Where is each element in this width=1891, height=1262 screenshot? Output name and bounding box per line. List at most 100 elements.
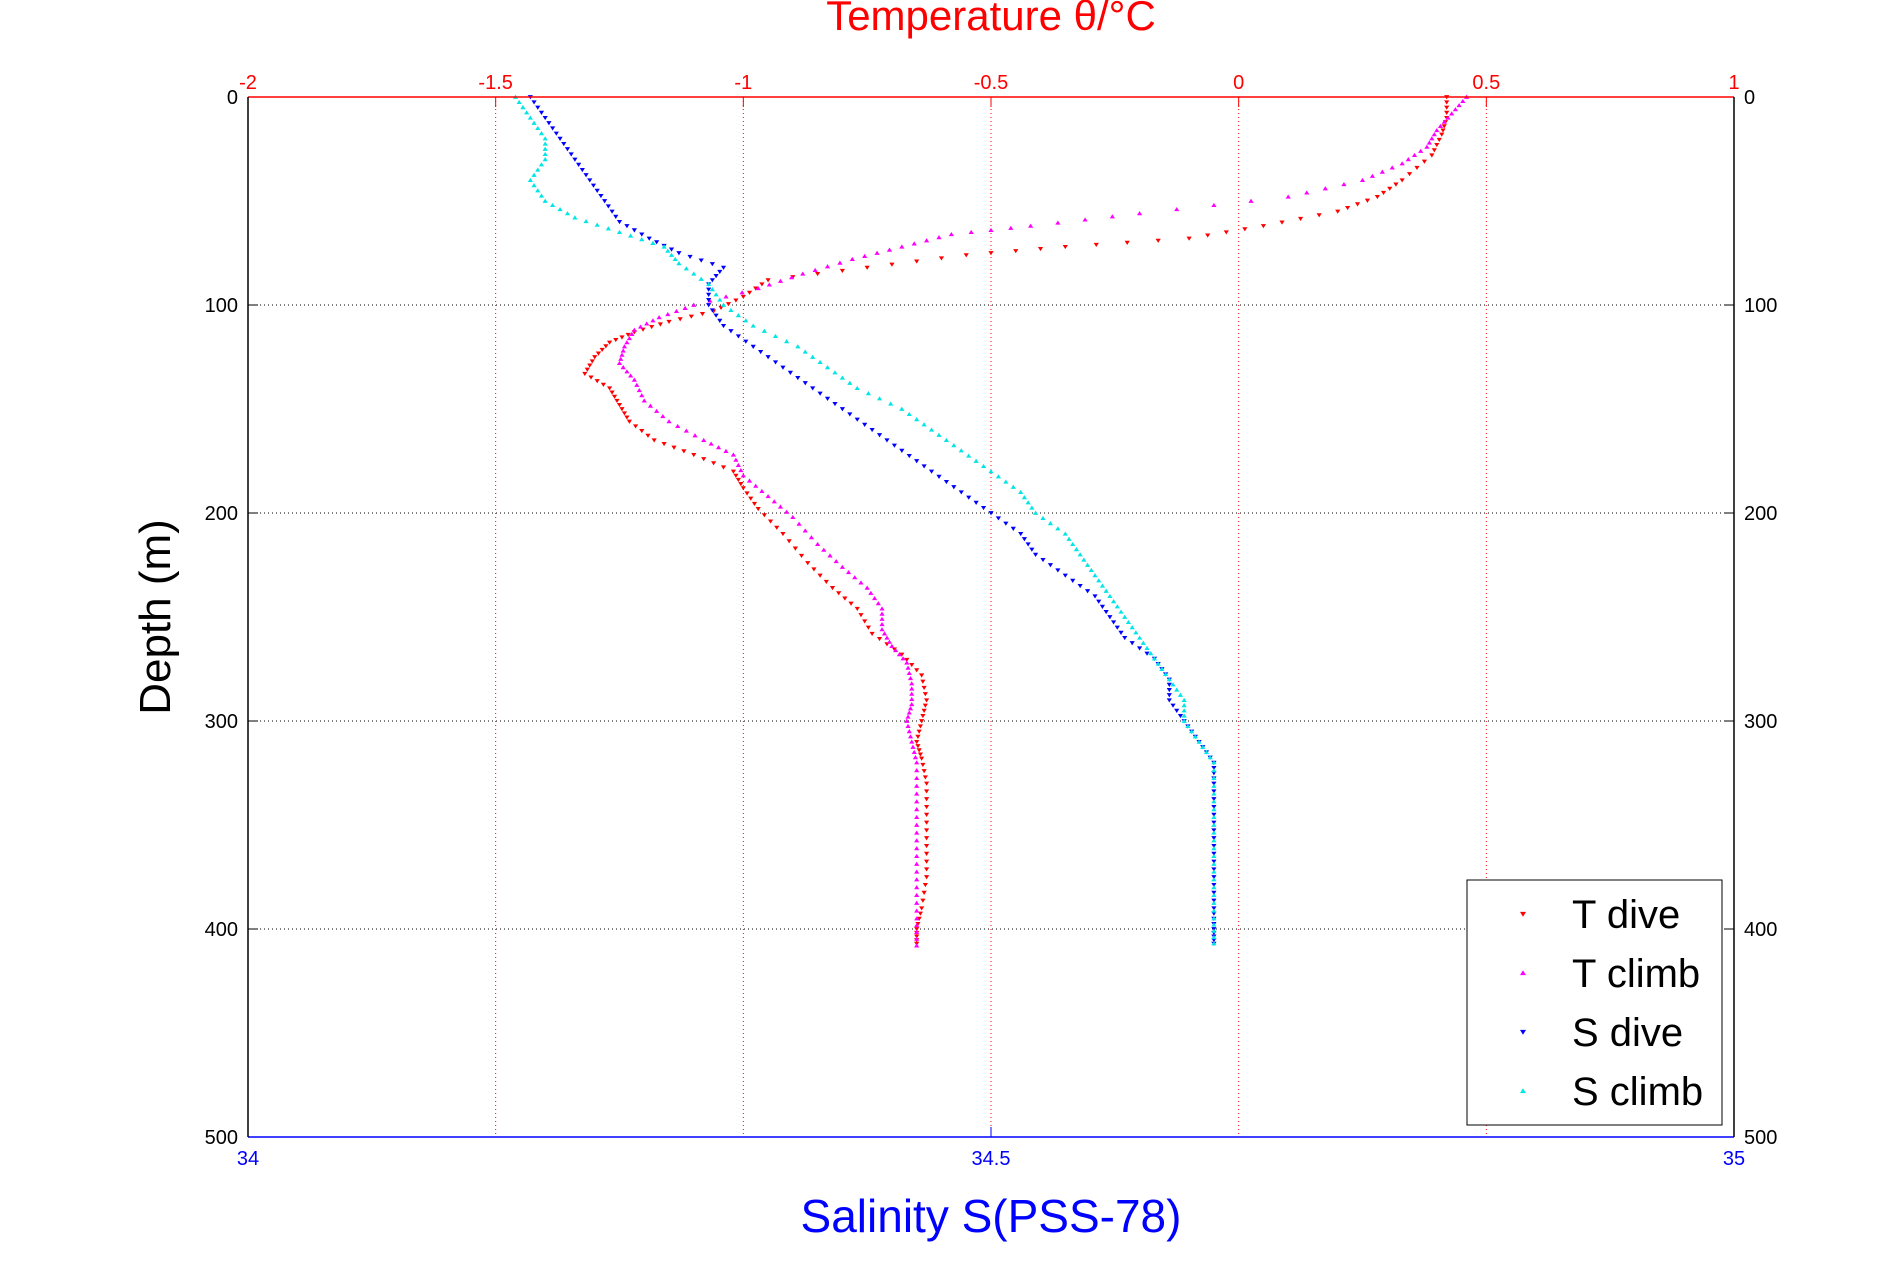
data-point — [1124, 240, 1130, 245]
data-point — [634, 382, 640, 387]
data-point — [650, 240, 656, 245]
data-point — [1211, 934, 1217, 940]
data-point — [1181, 697, 1187, 703]
data-point — [1441, 124, 1447, 129]
data-point — [879, 606, 885, 611]
data-point — [1211, 814, 1217, 820]
data-point — [1379, 169, 1385, 174]
left-tick-label: 300 — [205, 711, 238, 733]
data-point — [651, 438, 657, 443]
data-point — [619, 352, 625, 357]
data-point — [1140, 640, 1146, 645]
data-series — [512, 94, 1470, 948]
data-point — [786, 539, 792, 544]
data-point — [1203, 749, 1210, 755]
data-point — [917, 752, 924, 757]
data-point — [1444, 105, 1450, 110]
data-point — [888, 401, 894, 406]
data-point — [733, 457, 739, 462]
data-point — [817, 391, 823, 396]
data-point — [936, 474, 942, 479]
data-point — [924, 698, 930, 703]
data-point — [632, 424, 639, 429]
data-point — [922, 703, 928, 708]
data-point — [1211, 807, 1217, 812]
data-point — [896, 652, 902, 657]
data-point — [744, 491, 750, 496]
data-point — [966, 495, 972, 500]
data-point — [661, 442, 667, 447]
plot-frame — [247, 96, 1735, 1138]
data-point — [713, 292, 719, 297]
data-point — [1110, 599, 1117, 604]
data-point — [858, 613, 864, 618]
data-point — [723, 448, 729, 453]
bottom-tick-label: 34 — [237, 1148, 259, 1170]
data-point — [1460, 98, 1466, 103]
data-point — [924, 836, 930, 841]
data-point — [958, 448, 964, 453]
data-point — [1037, 247, 1044, 252]
data-point — [1399, 161, 1405, 166]
data-point — [1185, 723, 1191, 729]
data-point — [1096, 578, 1102, 583]
data-point — [780, 531, 786, 537]
data-point — [621, 344, 628, 349]
data-point — [624, 340, 630, 345]
data-point — [924, 804, 930, 810]
data-point — [1025, 500, 1031, 505]
data-point — [777, 504, 784, 509]
data-point — [639, 429, 645, 434]
data-point — [907, 706, 914, 711]
data-point — [1144, 645, 1150, 651]
data-point — [875, 601, 881, 606]
right-tick-label: 300 — [1744, 711, 1777, 733]
data-point — [1092, 573, 1098, 578]
data-point — [827, 553, 833, 558]
data-point — [904, 660, 910, 665]
data-point — [864, 585, 870, 590]
data-point — [865, 625, 872, 630]
data-point — [921, 685, 927, 691]
data-point — [1279, 220, 1285, 225]
data-point — [914, 936, 920, 941]
data-point — [713, 274, 719, 279]
data-point — [1148, 651, 1154, 656]
data-point — [626, 419, 633, 424]
data-point — [708, 441, 714, 446]
data-point — [1452, 107, 1458, 112]
data-point — [1028, 223, 1034, 228]
data-point — [535, 188, 541, 193]
top-tick-label: -1.5 — [478, 72, 512, 94]
data-point — [899, 448, 905, 453]
data-point — [845, 569, 852, 575]
data-point — [800, 271, 806, 276]
data-point — [921, 708, 927, 713]
data-point — [824, 365, 831, 370]
data-point — [668, 252, 675, 257]
data-point — [854, 417, 860, 422]
data-point — [625, 332, 631, 337]
data-point — [909, 686, 915, 691]
data-point — [988, 469, 994, 474]
data-point — [594, 222, 600, 227]
data-point — [921, 769, 927, 774]
data-point — [715, 445, 722, 450]
data-point — [717, 318, 723, 323]
data-point — [713, 313, 719, 318]
data-point — [836, 591, 842, 596]
data-point — [1118, 630, 1124, 635]
data-point — [1082, 217, 1088, 222]
data-point — [916, 729, 922, 734]
data-point — [1062, 573, 1068, 578]
data-point — [980, 463, 987, 469]
data-point — [542, 115, 548, 121]
data-point — [1018, 489, 1024, 495]
data-point — [730, 452, 737, 457]
data-point — [1211, 791, 1217, 796]
data-point — [784, 339, 790, 344]
bottom-tick-label: 34.5 — [972, 1148, 1011, 1170]
data-point — [839, 564, 845, 569]
data-point — [706, 297, 712, 303]
data-point — [815, 541, 821, 547]
